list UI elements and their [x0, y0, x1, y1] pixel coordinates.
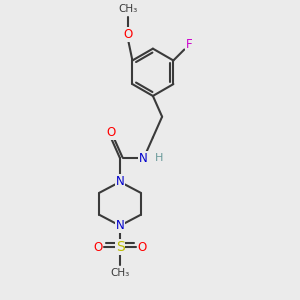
Text: O: O — [138, 241, 147, 254]
Text: N: N — [139, 152, 148, 165]
Text: F: F — [186, 38, 193, 51]
Text: O: O — [124, 28, 133, 41]
Text: N: N — [116, 219, 124, 232]
Text: O: O — [93, 241, 102, 254]
Text: S: S — [116, 240, 124, 254]
Text: CH₃: CH₃ — [110, 268, 130, 278]
Text: N: N — [116, 176, 124, 188]
Text: H: H — [154, 153, 163, 163]
Text: CH₃: CH₃ — [118, 4, 138, 14]
Text: O: O — [106, 126, 116, 139]
